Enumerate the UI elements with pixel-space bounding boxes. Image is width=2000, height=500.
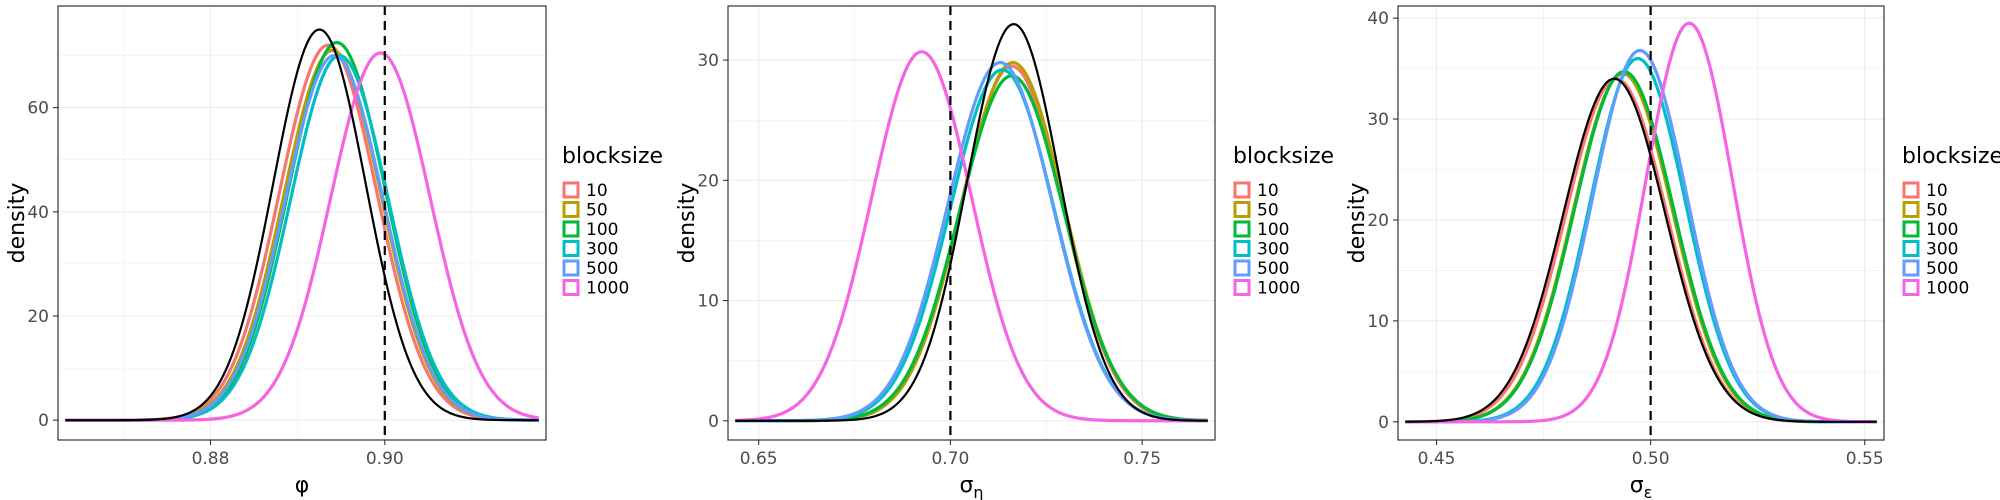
legend-key-100 — [1902, 220, 1920, 238]
panel-3: 0.45 0.50 0.55 0 10 20 30 40 σε density blocksize 1… — [1345, 5, 2000, 500]
legend-label-300: 300 — [586, 240, 618, 260]
x-tick-label: 0.90 — [366, 449, 404, 469]
legend-label-300: 300 — [1257, 240, 1289, 260]
panel-2: 0.65 0.70 0.750102030σηdensityblocksize105… — [675, 5, 1334, 500]
density-curve-1000 — [1405, 21, 1877, 424]
panel-border — [1397, 5, 1885, 441]
x-axis-title: φ — [295, 473, 310, 498]
density-curve-10 — [65, 43, 539, 422]
legend-label-1000: 1000 — [1926, 279, 1969, 299]
legend-key-50 — [562, 201, 580, 218]
y-tick-label: 10 — [697, 292, 719, 312]
density-curve-black — [65, 28, 539, 422]
legend-label-10: 10 — [1257, 181, 1279, 201]
density-curve-black — [735, 22, 1208, 422]
x-tick-label: 0.70 — [931, 449, 969, 469]
x-tick-label: 0.75 — [1123, 449, 1161, 469]
legend-label-1000: 1000 — [1257, 279, 1300, 299]
legend-label-50: 50 — [1257, 201, 1279, 221]
density-curve-500 — [1405, 48, 1877, 424]
density-curve-300 — [735, 68, 1208, 423]
y-tick-label: 30 — [1367, 110, 1389, 130]
y-tick-label: 40 — [27, 203, 49, 223]
legend-label-500: 500 — [1926, 259, 1958, 279]
legend-label-500: 500 — [1257, 259, 1289, 279]
y-tick-label: 20 — [1367, 211, 1389, 231]
y-tick-label: 0 — [38, 411, 49, 431]
legend-key-500 — [1902, 259, 1920, 277]
y-tick-label: 20 — [697, 171, 719, 191]
legend-key-300 — [1902, 240, 1920, 257]
density-curve-10 — [1405, 77, 1877, 424]
density-curve-10 — [735, 64, 1208, 423]
panel-1: 0.88 0.90 0 20 40 60 φ density blocksize 10501003… — [5, 5, 663, 498]
legend-key-1000 — [1902, 279, 1920, 296]
legend-key-50 — [1233, 201, 1251, 218]
y-tick-label: 10 — [1367, 312, 1389, 332]
x-tick-label: 0.45 — [1418, 449, 1456, 469]
legend-key-10 — [1902, 181, 1920, 199]
legend-title: blocksize — [1233, 144, 1334, 169]
x-tick-label: 0.65 — [740, 449, 778, 469]
legend-key-10 — [562, 181, 580, 199]
y-tick-label: 0 — [1378, 413, 1389, 433]
y-tick-label: 0 — [708, 412, 719, 432]
y-axis-title: density — [675, 183, 700, 264]
density-curve-black — [1405, 77, 1877, 423]
legend-label-10: 10 — [586, 181, 608, 201]
legend-key-500 — [562, 259, 580, 277]
panel-border — [57, 5, 547, 441]
legend-label-100: 100 — [586, 220, 618, 240]
legend-key-50 — [1902, 201, 1920, 218]
legend-label-500: 500 — [586, 259, 618, 279]
y-axis-title: density — [1345, 183, 1370, 264]
legend-key-100 — [1233, 220, 1251, 238]
legend-title: blocksize — [1902, 144, 2000, 169]
legend-title: blocksize — [562, 144, 663, 169]
x-axis-title: ση — [959, 473, 983, 500]
y-axis-title: density — [5, 183, 30, 264]
x-tick-label: 0.88 — [192, 449, 230, 469]
y-tick-label: 30 — [697, 51, 719, 71]
density-curve-1000 — [735, 50, 1208, 423]
y-tick-label: 40 — [1367, 9, 1389, 29]
legend-key-300 — [1233, 240, 1251, 257]
legend-label-100: 100 — [1257, 220, 1289, 240]
panel-border — [727, 5, 1216, 441]
y-tick-label: 20 — [27, 307, 49, 327]
x-tick-label: 0.55 — [1846, 449, 1884, 469]
legend-label-10: 10 — [1926, 181, 1948, 201]
legend-key-10 — [1233, 181, 1251, 199]
legend-label-50: 50 — [1926, 201, 1948, 221]
legend-key-1000 — [1233, 279, 1251, 296]
legend-key-1000 — [562, 279, 580, 296]
legend-label-300: 300 — [1926, 240, 1958, 260]
legend-label-50: 50 — [586, 201, 608, 221]
legend-key-100 — [562, 220, 580, 238]
density-curve-500 — [735, 60, 1208, 423]
y-tick-label: 60 — [27, 99, 49, 119]
legend-key-500 — [1233, 259, 1251, 277]
legend-label-100: 100 — [1926, 220, 1958, 240]
legend-key-300 — [562, 240, 580, 257]
x-axis-title: σε — [1630, 473, 1653, 500]
legend-label-1000: 1000 — [586, 279, 629, 299]
x-tick-label: 0.50 — [1632, 449, 1670, 469]
density-curve-50 — [65, 48, 539, 422]
